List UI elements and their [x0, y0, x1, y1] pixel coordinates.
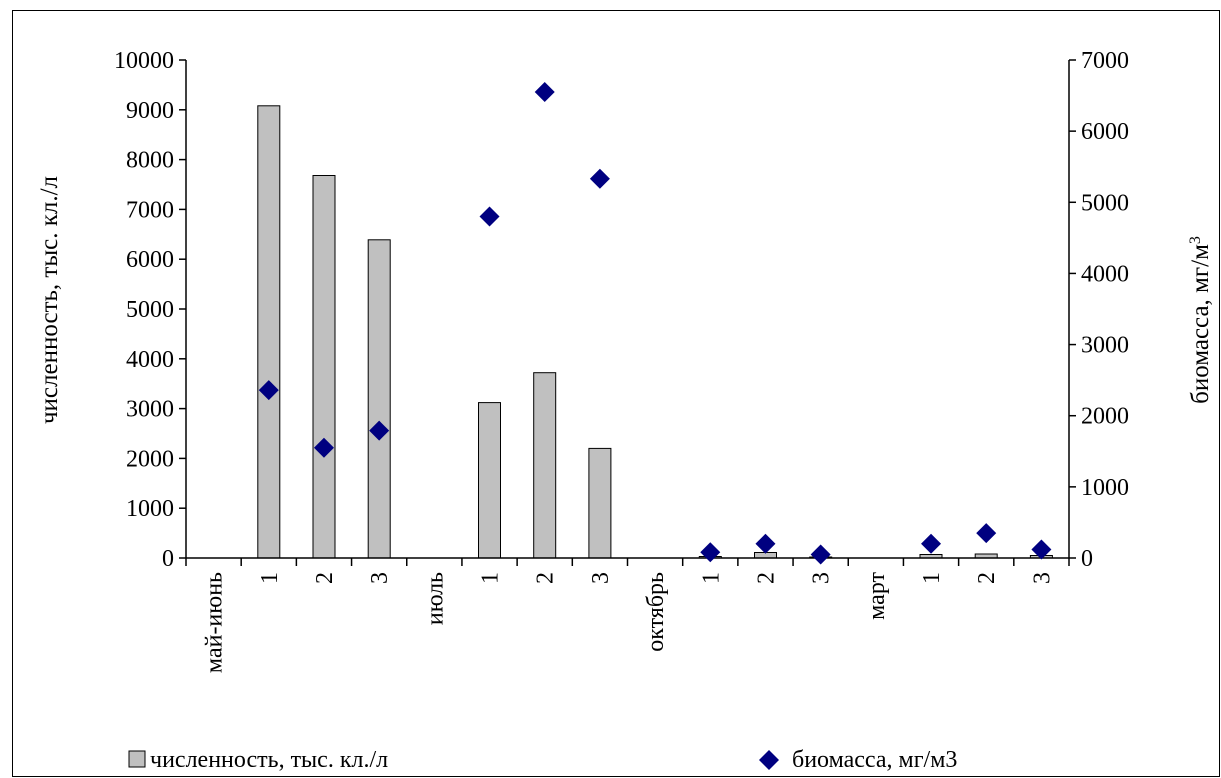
- legend-scatter-label: биомасса, мг/м3: [792, 747, 957, 773]
- scatter-point: [810, 544, 831, 565]
- x-category-label: 2: [312, 572, 338, 584]
- chart-frame: [12, 10, 1220, 777]
- right-axis-title-sup: 3: [1187, 236, 1204, 244]
- right-axis-title: биомасса, мг/м3: [1187, 236, 1215, 404]
- left-axis-title: численность, тыс. кл./л: [36, 176, 63, 424]
- bar: [478, 402, 501, 559]
- x-category-label: 3: [367, 572, 393, 584]
- legend-bar-swatch: [128, 750, 146, 768]
- right-tick-label: 6000: [1081, 119, 1129, 145]
- bar: [588, 447, 612, 559]
- left-tick-label: 9000: [126, 98, 174, 124]
- scatter-point: [976, 523, 997, 544]
- left-tick-label: 0: [162, 546, 174, 572]
- left-tick-label: 5000: [126, 297, 174, 323]
- bar: [367, 239, 391, 559]
- right-axis-title-main: биомасса, мг/м: [1187, 244, 1214, 404]
- x-category-label: май-июнь: [202, 572, 228, 673]
- axes-layer: [179, 59, 1076, 566]
- scatter-point: [479, 206, 500, 227]
- x-category-label: 1: [698, 572, 724, 584]
- left-tick-label: 8000: [126, 148, 174, 174]
- left-tick-label: 7000: [126, 197, 174, 223]
- right-tick-label: 2000: [1081, 404, 1129, 430]
- scatter-point: [921, 533, 942, 554]
- scatter-point: [755, 533, 776, 554]
- x-category-label: 3: [1029, 572, 1055, 584]
- x-category-label: 2: [754, 572, 780, 584]
- x-category-label: июль: [422, 572, 448, 625]
- x-category-label: 1: [478, 572, 504, 584]
- right-tick-label: 5000: [1081, 190, 1129, 216]
- bar: [533, 372, 557, 559]
- right-tick-label: 3000: [1081, 333, 1129, 359]
- x-category-label: 3: [588, 572, 614, 584]
- x-category-label: октябрь: [643, 572, 669, 652]
- x-category-label: 1: [257, 572, 283, 584]
- bar: [257, 105, 281, 559]
- left-tick-label: 2000: [126, 446, 174, 472]
- left-tick-label: 3000: [126, 397, 174, 423]
- scatter-point: [589, 168, 610, 189]
- labels-layer: 0 1000 2000 3000 4000 5000 6000 7000 8000 9000 100…: [114, 48, 1129, 673]
- x-category-label: март: [864, 572, 890, 620]
- scatter-point: [1031, 539, 1052, 560]
- right-tick-label: 1000: [1081, 475, 1129, 501]
- right-tick-label: 7000: [1081, 48, 1129, 74]
- scatter-point: [258, 380, 279, 401]
- left-tick-label: 1000: [126, 496, 174, 522]
- scatter-point: [313, 437, 334, 458]
- x-category-label: 3: [809, 572, 835, 584]
- left-tick-label: 10000: [114, 48, 174, 74]
- x-category-label: 2: [974, 572, 1000, 584]
- scatter-point: [700, 542, 721, 563]
- right-tick-label: 4000: [1081, 261, 1129, 287]
- left-tick-label: 6000: [126, 247, 174, 273]
- right-tick-label: 0: [1081, 546, 1093, 572]
- legend: численность, тыс. кл./л биомасса, мг/м3: [128, 747, 957, 773]
- bar: [312, 175, 336, 559]
- scatter-point: [369, 420, 390, 441]
- bars-layer: [257, 105, 1053, 559]
- legend-diamond-marker: [759, 750, 779, 770]
- left-tick-label: 4000: [126, 347, 174, 373]
- points-layer: [258, 82, 1052, 565]
- legend-bar-label: численность, тыс. кл./л: [150, 747, 388, 773]
- scatter-point: [534, 82, 555, 103]
- x-category-label: 2: [533, 572, 559, 584]
- x-category-label: 1: [919, 572, 945, 584]
